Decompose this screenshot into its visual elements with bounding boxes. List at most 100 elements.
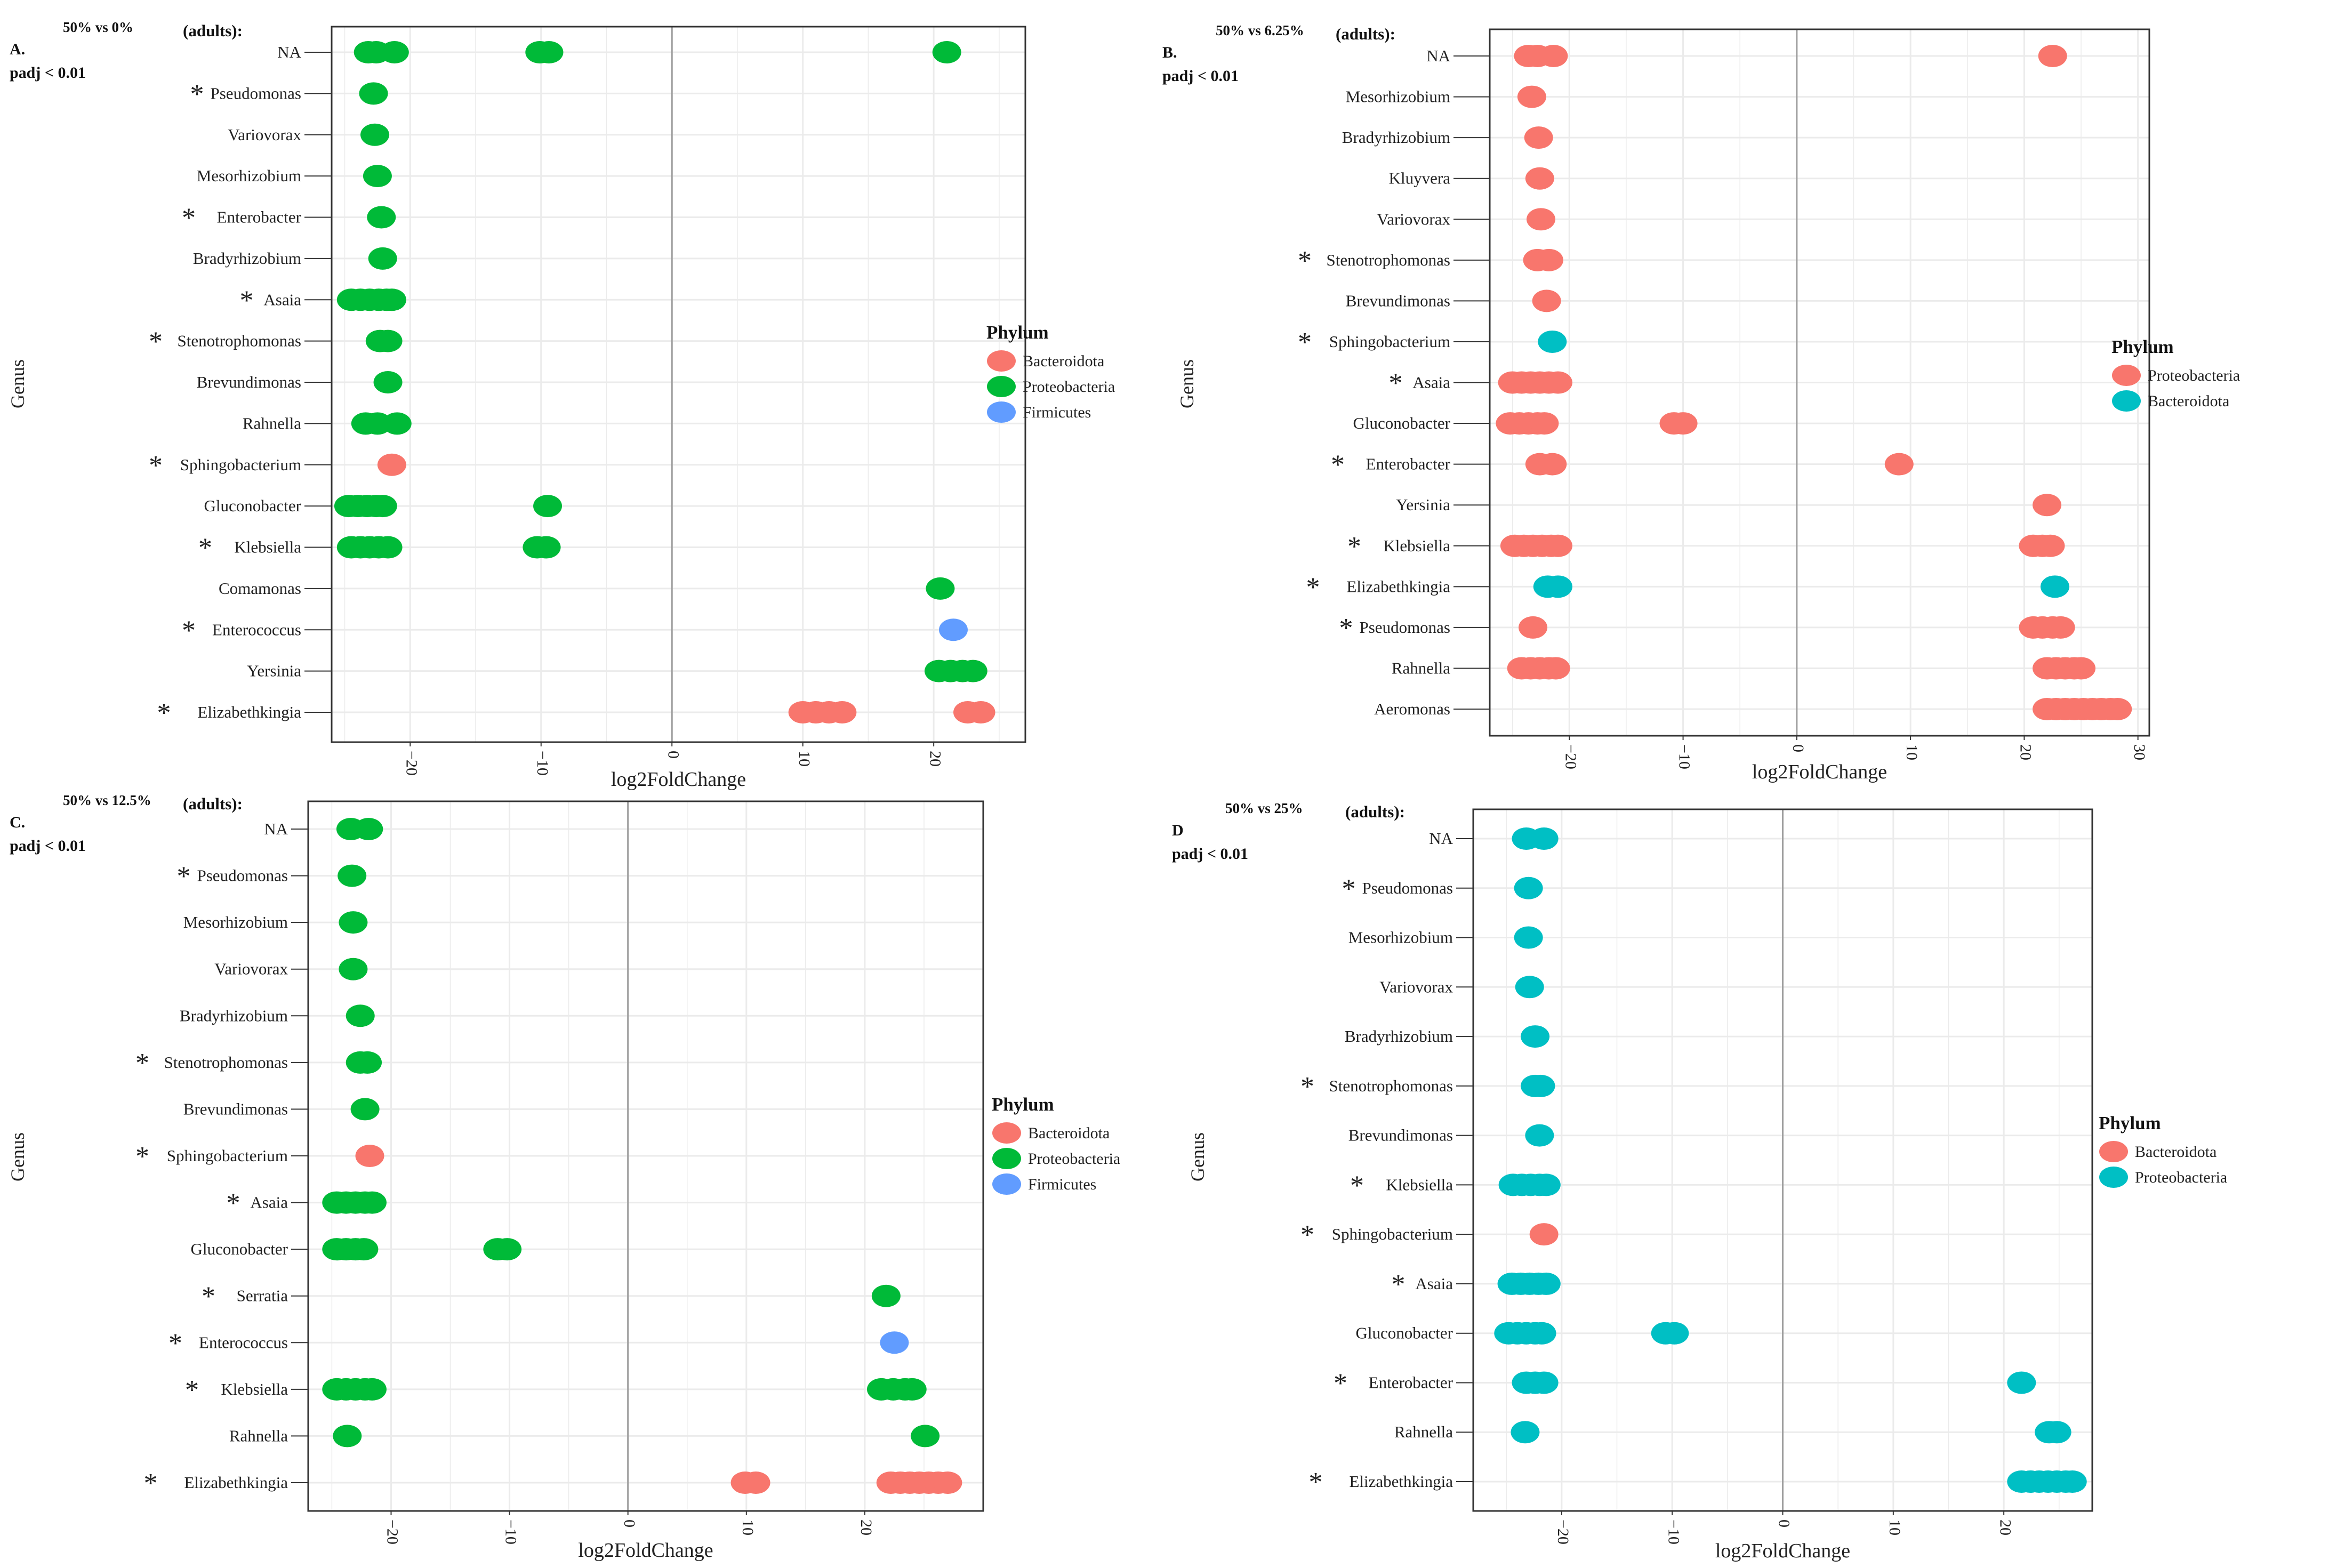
significance-star: *: [1347, 532, 1361, 562]
data-point: [1543, 575, 1572, 598]
genus-label: Brevundimonas: [1348, 1126, 1453, 1145]
x-tick-label: 30: [2131, 744, 2148, 760]
panel-label: B.: [1162, 44, 1177, 61]
data-point: [357, 1191, 387, 1214]
threshold-label: padj < 0.01: [10, 64, 86, 82]
data-point: [354, 818, 383, 840]
data-point: [349, 1238, 379, 1261]
comparison-label: 50% vs 0%: [63, 19, 133, 35]
genus-label: Enterococcus: [212, 620, 301, 639]
legend-swatch: [992, 1173, 1021, 1195]
threshold-label: padj < 0.01: [1172, 845, 1248, 863]
data-point: [1515, 976, 1544, 999]
legend-entry: Firmicutes: [1028, 1176, 1096, 1193]
x-tick-label: −10: [1665, 1519, 1682, 1545]
data-point: [2040, 575, 2069, 598]
data-point: [1538, 453, 1567, 476]
genus-label: Sphingobacterium: [1332, 1225, 1453, 1243]
significance-star: *: [144, 1468, 158, 1499]
significance-star: *: [240, 285, 254, 316]
genus-label: Gluconobacter: [1353, 414, 1451, 432]
data-point: [493, 1238, 522, 1261]
data-point: [355, 1145, 384, 1167]
genus-label: Brevundimonas: [1346, 291, 1450, 310]
genus-label: Pseudomonas: [197, 866, 288, 885]
data-point: [360, 123, 390, 146]
significance-star: *: [135, 1048, 149, 1079]
significance-star: *: [1350, 1170, 1364, 1201]
comparison-label: 50% vs 25%: [1225, 800, 1303, 816]
genus-label: Rahnella: [1392, 658, 1450, 677]
genus-label: Brevundimonas: [183, 1099, 288, 1118]
significance-star: *: [182, 615, 196, 646]
data-point: [1526, 208, 1555, 231]
group-label: (adults):: [1345, 802, 1405, 821]
genus-label: Rahnella: [229, 1426, 288, 1445]
genus-label: Sphingobacterium: [167, 1146, 288, 1165]
data-point: [966, 701, 995, 723]
data-point: [1517, 85, 1546, 108]
genus-label: Pseudomonas: [211, 84, 302, 102]
data-point: [1538, 330, 1567, 353]
data-point: [897, 1378, 927, 1401]
genus-label: Pseudomonas: [1362, 879, 1453, 897]
significance-star: *: [157, 698, 171, 728]
data-point: [1521, 1025, 1550, 1048]
genus-label: Sphingobacterium: [180, 455, 301, 474]
genus-label: Gluconobacter: [191, 1240, 288, 1258]
panel-C: NA Pseudomonas * Mesorhizobium Variovorax Bra…: [7, 792, 1120, 1562]
data-point: [1543, 534, 1572, 557]
data-point: [368, 495, 397, 518]
legend-entry: Proteobacteria: [2148, 367, 2240, 384]
data-point: [1514, 877, 1543, 899]
genus-label: Bradyrhizobium: [193, 249, 301, 268]
data-point: [1534, 248, 1563, 271]
genus-label: Aeromonas: [1374, 699, 1450, 718]
data-point: [1525, 1124, 1554, 1147]
data-point: [359, 82, 388, 105]
data-point: [338, 864, 367, 887]
panel-D: NA Pseudomonas * Mesorhizobium Variovorax Bra…: [1172, 800, 2227, 1562]
data-point: [346, 1004, 375, 1027]
genus-label: Rahnella: [1394, 1422, 1453, 1441]
data-point: [363, 165, 392, 188]
x-tick-label: −20: [384, 1519, 401, 1545]
genus-label: Stenotrophomonas: [1329, 1076, 1453, 1095]
data-point: [1660, 1322, 1689, 1345]
data-point: [1539, 45, 1568, 67]
data-point: [1884, 453, 1914, 476]
genus-label: Serratia: [237, 1286, 288, 1305]
data-point: [533, 495, 563, 518]
significance-star: *: [1300, 1220, 1314, 1250]
x-tick-label: −10: [1676, 744, 1693, 769]
significance-star: *: [1298, 246, 1312, 276]
y-axis-title: Genus: [1176, 359, 1198, 408]
significance-star: *: [1298, 327, 1312, 358]
data-point: [926, 577, 955, 600]
group-label: (adults):: [183, 21, 243, 40]
y-axis-title: Genus: [7, 359, 28, 408]
significance-star: *: [1309, 1467, 1323, 1498]
genus-label: Enterobacter: [1366, 455, 1451, 473]
threshold-label: padj < 0.01: [10, 837, 86, 855]
significance-star: *: [190, 79, 204, 109]
data-point: [911, 1425, 940, 1448]
legend-entry: Proteobacteria: [1023, 378, 1115, 396]
legend-title: Phylum: [2111, 336, 2174, 357]
genus-label: Asaia: [250, 1193, 288, 1212]
x-tick-label: 10: [1903, 744, 1921, 760]
genus-label: Kluyvera: [1389, 169, 1451, 188]
data-point: [353, 1051, 382, 1074]
data-point: [367, 206, 396, 229]
data-point: [377, 288, 406, 311]
legend-entry: Bacteroidota: [2148, 392, 2229, 410]
significance-star: *: [1334, 1368, 1347, 1398]
genus-label: Klebsiella: [234, 538, 301, 557]
legend-entry: Proteobacteria: [1028, 1150, 1120, 1168]
plot-frame: [331, 26, 1026, 743]
genus-label: Mesorhizobium: [1348, 928, 1453, 947]
legend-swatch: [992, 1122, 1021, 1144]
genus-label: Bradyrhizobium: [1345, 1027, 1453, 1046]
data-point: [741, 1471, 770, 1494]
data-point: [880, 1331, 909, 1354]
